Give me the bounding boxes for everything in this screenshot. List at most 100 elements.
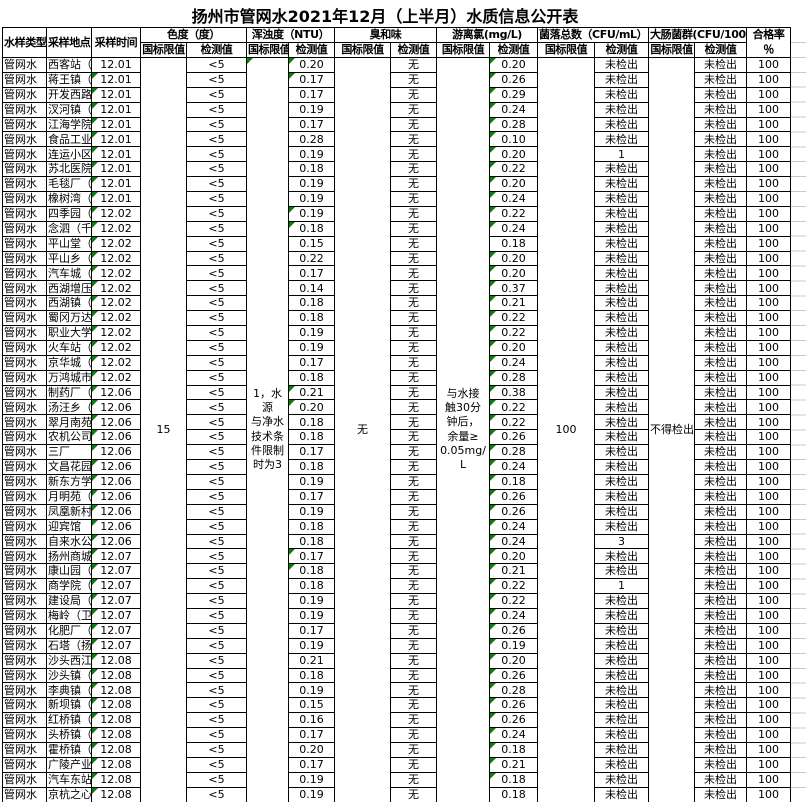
cell-chroma-value[interactable]: <5 bbox=[186, 771, 247, 788]
cell-sample-time[interactable]: 12.06 bbox=[91, 399, 141, 416]
cell-location[interactable]: 月明苑（小区） bbox=[46, 488, 92, 505]
cell-chlorine-value[interactable]: 0.20 bbox=[489, 652, 539, 669]
cell-sample-time[interactable]: 12.08 bbox=[91, 756, 141, 773]
cell-coliform-value[interactable]: 未检出 bbox=[694, 101, 748, 118]
cell-chroma-value[interactable]: <5 bbox=[186, 295, 247, 312]
cell-coliform-value[interactable]: 未检出 bbox=[694, 384, 748, 401]
cell-coliform-value[interactable]: 未检出 bbox=[694, 667, 748, 684]
cell-pass-rate[interactable]: 100 bbox=[746, 116, 792, 133]
cell-coliform-value[interactable]: 未检出 bbox=[694, 71, 748, 88]
cell-colony-value[interactable]: 未检出 bbox=[594, 310, 650, 327]
cell-chlorine-value[interactable]: 0.21 bbox=[489, 295, 539, 312]
cell-sample-type[interactable]: 管网水 bbox=[2, 205, 47, 222]
cell-odor-value[interactable]: 无 bbox=[390, 220, 438, 237]
cell-turbidity-value[interactable]: 0.17 bbox=[287, 71, 336, 88]
cell-turbidity-value[interactable]: 0.18 bbox=[287, 667, 336, 684]
cell-odor-value[interactable]: 无 bbox=[390, 741, 438, 758]
cell-location[interactable]: 汽车城（加压站） bbox=[46, 265, 92, 282]
col-group-colony[interactable]: 菌落总数（CFU/mL） bbox=[537, 27, 650, 43]
cell-sample-time[interactable]: 12.01 bbox=[91, 176, 141, 193]
cell-chroma-value[interactable]: <5 bbox=[186, 667, 247, 684]
cell-turbidity-value[interactable]: 0.17 bbox=[287, 548, 336, 565]
cell-pass-rate[interactable]: 100 bbox=[746, 533, 792, 550]
cell-chlorine-value[interactable]: 0.22 bbox=[489, 578, 539, 595]
subheader-colony-limit[interactable]: 国标限值 bbox=[537, 42, 596, 58]
cell-sample-type[interactable]: 管网水 bbox=[2, 488, 47, 505]
subheader-chroma-limit[interactable]: 国标限值 bbox=[140, 42, 187, 58]
cell-turbidity-value[interactable]: 0.19 bbox=[287, 176, 336, 193]
cell-odor-value[interactable]: 无 bbox=[390, 57, 438, 73]
cell-chlorine-value[interactable]: 0.18 bbox=[489, 235, 539, 252]
cell-location[interactable]: 橡树湾（加压站） bbox=[46, 191, 92, 207]
cell-sample-time[interactable]: 12.02 bbox=[91, 250, 141, 267]
cell-chlorine-value[interactable]: 0.29 bbox=[489, 86, 539, 103]
cell-pass-rate[interactable]: 100 bbox=[746, 146, 792, 163]
cell-chroma-value[interactable]: <5 bbox=[186, 250, 247, 267]
cell-coliform-value[interactable]: 未检出 bbox=[694, 369, 748, 386]
cell-pass-rate[interactable]: 100 bbox=[746, 205, 792, 222]
cell-pass-rate[interactable]: 100 bbox=[746, 265, 792, 282]
cell-chroma-value[interactable]: <5 bbox=[186, 682, 247, 699]
cell-chroma-value[interactable]: <5 bbox=[186, 563, 247, 580]
cell-odor-value[interactable]: 无 bbox=[390, 563, 438, 580]
cell-chroma-value[interactable]: <5 bbox=[186, 622, 247, 639]
cell-chlorine-value[interactable]: 0.22 bbox=[489, 414, 539, 431]
cell-odor-value[interactable]: 无 bbox=[390, 786, 438, 802]
cell-sample-type[interactable]: 管网水 bbox=[2, 637, 47, 654]
cell-odor-value[interactable]: 无 bbox=[390, 756, 438, 773]
cell-location[interactable]: 李典镇（工业园） bbox=[46, 682, 92, 699]
cell-odor-value[interactable]: 无 bbox=[390, 593, 438, 609]
cell-chroma-value[interactable]: <5 bbox=[186, 593, 247, 609]
cell-location[interactable]: 汊河镇（扬子津） bbox=[46, 101, 92, 118]
cell-colony-value[interactable]: 3 bbox=[594, 533, 650, 550]
cell-chroma-value[interactable]: <5 bbox=[186, 399, 247, 416]
cell-location[interactable]: 梅岭（卫生院） bbox=[46, 607, 92, 624]
cell-location[interactable]: 四季园（锦苑） bbox=[46, 205, 92, 222]
cell-coliform-value[interactable]: 未检出 bbox=[694, 146, 748, 163]
col-header-location[interactable]: 采样地点 bbox=[46, 27, 92, 58]
cell-sample-type[interactable]: 管网水 bbox=[2, 131, 47, 148]
cell-colony-value[interactable]: 未检出 bbox=[594, 741, 650, 758]
cell-coliform-value[interactable]: 未检出 bbox=[694, 325, 748, 341]
cell-sample-time[interactable]: 12.07 bbox=[91, 637, 141, 654]
cell-odor-value[interactable]: 无 bbox=[390, 429, 438, 446]
cell-sample-type[interactable]: 管网水 bbox=[2, 86, 47, 103]
cell-pass-rate[interactable]: 100 bbox=[746, 697, 792, 714]
cell-coliform-value[interactable]: 未检出 bbox=[694, 548, 748, 565]
cell-pass-rate[interactable]: 100 bbox=[746, 369, 792, 386]
cell-odor-value[interactable]: 无 bbox=[390, 727, 438, 743]
cell-colony-limit[interactable]: 100 bbox=[537, 57, 596, 802]
cell-sample-type[interactable]: 管网水 bbox=[2, 741, 47, 758]
cell-coliform-value[interactable]: 未检出 bbox=[694, 399, 748, 416]
cell-odor-value[interactable]: 无 bbox=[390, 131, 438, 148]
col-group-chlorine[interactable]: 游离氯(mg/L) bbox=[436, 27, 539, 43]
cell-colony-value[interactable]: 未检出 bbox=[594, 756, 650, 773]
cell-turbidity-value[interactable]: 0.21 bbox=[287, 384, 336, 401]
cell-colony-value[interactable]: 未检出 bbox=[594, 429, 650, 446]
cell-chlorine-value[interactable]: 0.20 bbox=[489, 250, 539, 267]
cell-chlorine-value[interactable]: 0.19 bbox=[489, 637, 539, 654]
cell-pass-rate[interactable]: 100 bbox=[746, 161, 792, 178]
cell-sample-time[interactable]: 12.02 bbox=[91, 220, 141, 237]
cell-colony-value[interactable]: 未检出 bbox=[594, 116, 650, 133]
cell-chroma-value[interactable]: <5 bbox=[186, 444, 247, 461]
cell-chlorine-value[interactable]: 0.24 bbox=[489, 607, 539, 624]
cell-colony-value[interactable]: 未检出 bbox=[594, 518, 650, 535]
cell-pass-rate[interactable]: 100 bbox=[746, 101, 792, 118]
cell-location[interactable]: 广陵产业园 bbox=[46, 756, 92, 773]
cell-turbidity-value[interactable]: 0.19 bbox=[287, 607, 336, 624]
cell-chroma-value[interactable]: <5 bbox=[186, 220, 247, 237]
cell-chlorine-value[interactable]: 0.18 bbox=[489, 786, 539, 802]
cell-chlorine-value[interactable]: 0.26 bbox=[489, 712, 539, 729]
cell-turbidity-value[interactable]: 0.19 bbox=[287, 205, 336, 222]
cell-turbidity-value[interactable]: 0.22 bbox=[287, 250, 336, 267]
cell-chroma-value[interactable]: <5 bbox=[186, 756, 247, 773]
cell-coliform-value[interactable]: 未检出 bbox=[694, 310, 748, 327]
cell-pass-rate[interactable]: 100 bbox=[746, 384, 792, 401]
cell-location[interactable]: 霍桥镇（供电所） bbox=[46, 741, 92, 758]
cell-chroma-value[interactable]: <5 bbox=[186, 116, 247, 133]
cell-colony-value[interactable]: 未检出 bbox=[594, 593, 650, 609]
cell-colony-value[interactable]: 未检出 bbox=[594, 727, 650, 743]
cell-location[interactable]: 制药厂（联环） bbox=[46, 384, 92, 401]
cell-sample-type[interactable]: 管网水 bbox=[2, 756, 47, 773]
